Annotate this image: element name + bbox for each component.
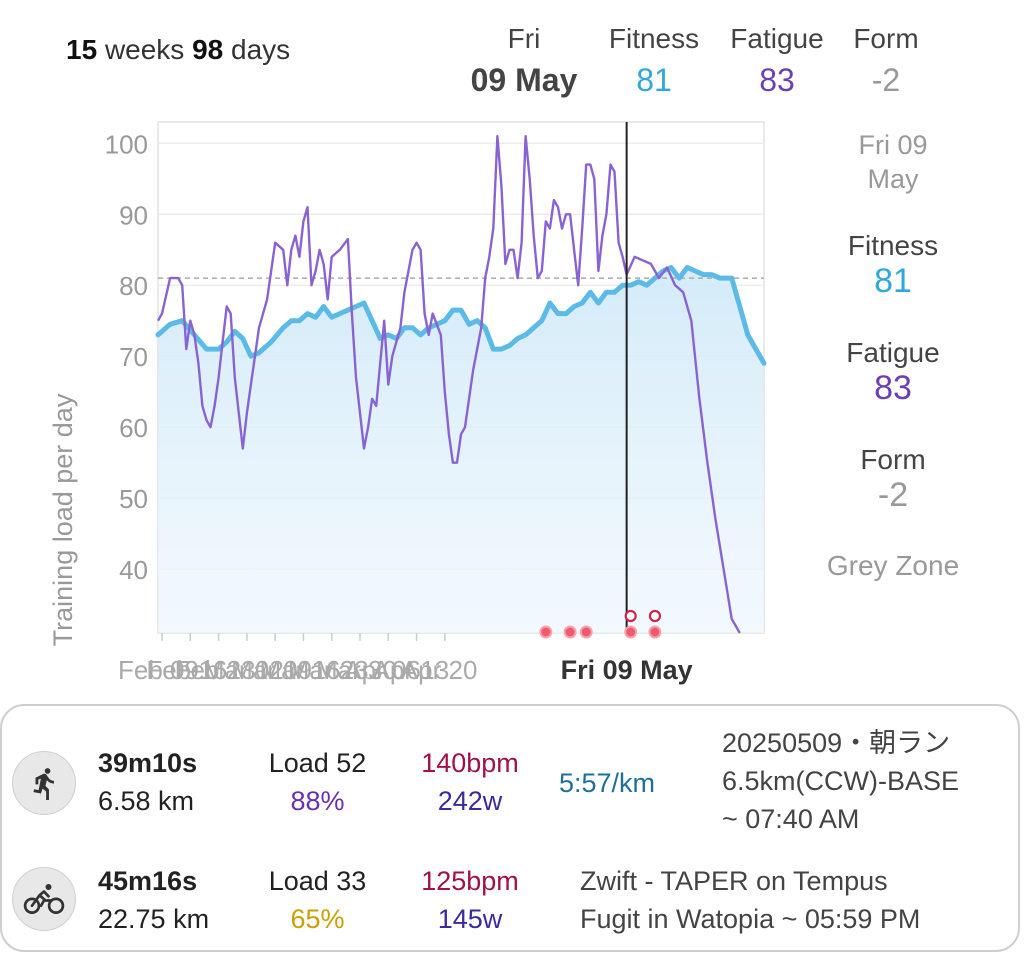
run-load-pct: 88% [290,786,345,816]
side-date-line2: May [867,164,919,194]
run-title-line2: 6.5km(CCW)-BASE [722,766,960,796]
side-date: Fri 09 May [812,128,974,196]
ride-load-pct: 65% [290,904,345,934]
side-fatigue-label: Fatigue [846,337,940,368]
weeks-count: 15 [66,34,98,65]
header-fitness: Fitness 81 [600,22,708,104]
y-tick-label-50: 50 [119,484,148,514]
y-tick-label-80: 80 [119,271,148,301]
x-tick-label-3: Mar 02 [203,655,284,685]
x-tick-label-9: Apr 13 [373,655,450,685]
x-tick-label-6: Mar 23 [288,655,369,685]
header-fitness-label: Fitness [608,23,700,54]
fitness-area-fill [158,267,764,633]
header-date: Fri 09 May [462,22,586,104]
race-dot-3 [624,625,638,639]
y-tick-label-60: 60 [119,413,148,443]
activity-row-ride[interactable]: 45m16s 22.75 km Load 33 65% 125bpm 145w … [2,840,1022,950]
race-ring-6 [648,609,662,623]
header-date-value: 09 May [470,62,578,98]
fitness-line [155,265,767,366]
x-tick-label-7: Mar 30 [316,655,397,685]
y-tick-label-90: 90 [119,200,148,230]
side-form-value: -2 [877,476,909,514]
x-tick-label-2: Feb 23 [175,655,256,685]
run-title-line1: 20250509・朝ラン [722,728,951,758]
side-fitness-label: Fitness [847,230,939,261]
fatigue-line [156,135,741,634]
x-highlight-label: Fri 09 May [561,655,693,685]
race-ring-4 [624,609,637,623]
run-pace: 5:57/km [559,768,656,798]
x-tick-label-5: Mar 16 [259,655,340,685]
header-fitness-value: 81 [636,62,672,98]
ride-distance: 22.75 km [98,904,210,934]
side-date-line1: Fri 09 [858,130,928,160]
run-power: 242w [437,786,503,816]
fitness-area [158,267,764,633]
ride-heart-rate: 125bpm [421,866,519,896]
header-form-label: Form [853,23,919,54]
ride-power: 145w [437,904,503,934]
y-tick-label-70: 70 [119,342,148,372]
y-axis-label: Training load per day [48,393,78,646]
x-tick-label-10: Apr 20 [401,655,478,685]
race-markers [539,609,662,639]
header-form-value: -2 [871,62,901,98]
race-dot-1 [563,625,577,639]
activities-card: 39m10s 6.58 km Load 52 88% 140bpm 242w 5… [0,704,1020,952]
side-fatigue-value: 83 [874,369,912,407]
bike-icon [12,867,76,931]
ride-title-line1: Zwift - TAPER on Tempus [580,866,888,896]
header-fatigue-label: Fatigue [730,23,824,54]
y-tick-label-100: 100 [105,129,148,159]
run-distance: 6.58 km [98,786,195,816]
header-fatigue-value: 83 [759,62,795,98]
x-tick-label-4: Mar 09 [231,655,312,685]
duration-summary: 15 weeks 98 days [66,34,290,66]
side-form: Form -2 [812,444,974,515]
side-fatigue: Fatigue 83 [812,337,974,408]
ride-duration: 45m16s [98,866,198,896]
header-form: Form -2 [846,22,926,104]
run-load: Load 52 [268,748,367,778]
run-icon [12,751,76,815]
side-form-label: Form [860,444,926,475]
days-unit: days [231,34,291,65]
zone-label: Grey Zone [826,550,960,581]
race-dot-2 [579,625,593,639]
activity-row-run[interactable]: 39m10s 6.58 km Load 52 88% 140bpm 242w 5… [2,724,1022,834]
run-duration: 39m10s [98,748,198,778]
ride-load: Load 33 [268,866,367,896]
run-heart-rate: 140bpm [421,748,519,778]
weeks-unit: weeks [104,34,185,65]
run-title-line3: ~ 07:40 AM [722,804,860,834]
ride-title-line2: Fugit in Watopia ~ 05:59 PM [580,904,921,934]
header-date-day: Fri [507,23,541,54]
series-lines [155,135,767,634]
race-dot-0 [539,625,553,639]
header-fatigue: Fatigue 83 [722,22,832,104]
x-tick-label-0: Feb 09 [118,655,199,685]
x-tick-label-8: Apr 06 [344,655,421,685]
side-fitness: Fitness 81 [812,230,974,301]
race-dot-5 [648,625,662,639]
y-tick-label-40: 40 [119,555,148,585]
side-fitness-value: 81 [874,262,912,300]
days-count: 98 [192,34,224,65]
x-tick-label-1: Feb 16 [146,655,227,685]
